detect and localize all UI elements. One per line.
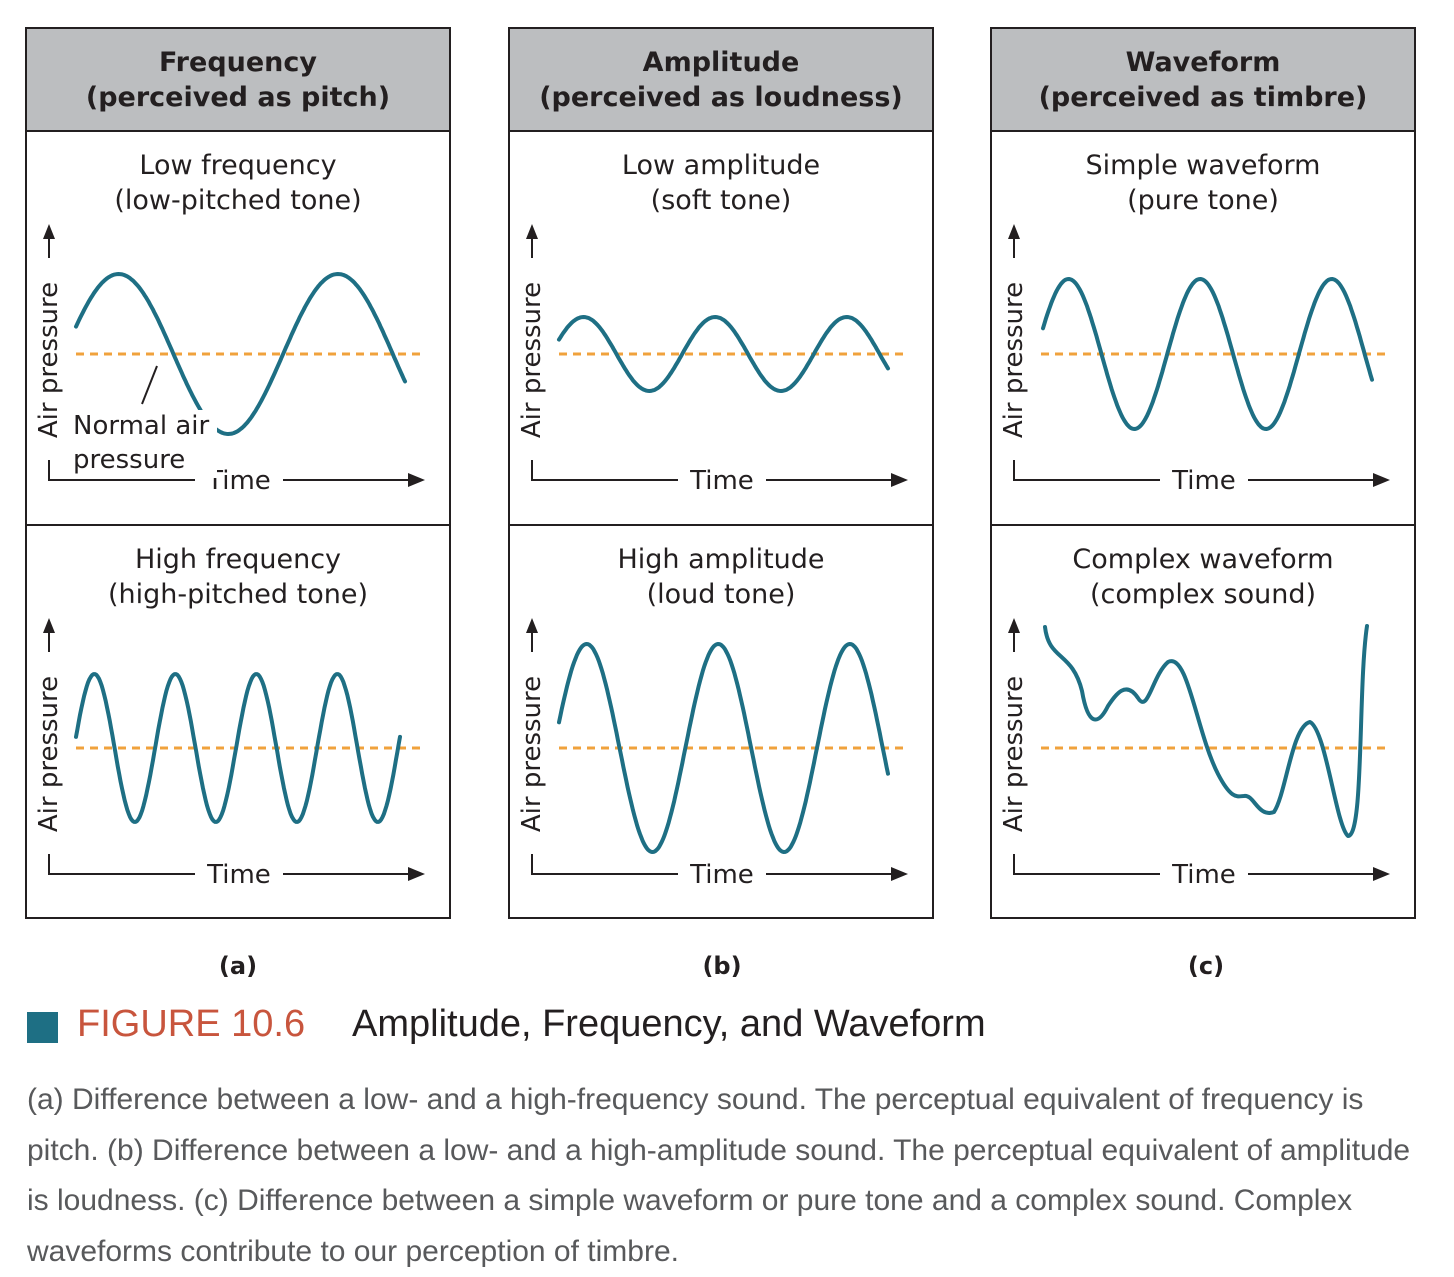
- figure-title: Amplitude, Frequency, and Waveform: [352, 1003, 986, 1045]
- x-axis-arrowhead: [1373, 867, 1390, 881]
- y-axis-arrowhead: [1008, 224, 1020, 239]
- amplitude-panel: Amplitude (perceived as loudness) Low am…: [508, 27, 934, 919]
- header-title: Frequency: [158, 46, 318, 78]
- cell-title-line2: (pure tone): [1127, 185, 1279, 216]
- header-title: Waveform: [1125, 46, 1281, 78]
- cell-title-line1: Complex waveform: [1072, 544, 1334, 575]
- panel-label-a: (a): [218, 952, 258, 980]
- x-axis-line: [531, 854, 678, 875]
- x-axis-label: Time: [1171, 860, 1236, 890]
- frequency-panel: Frequency (perceived as pitch) Low frequ…: [25, 27, 451, 919]
- cell-title-line1: High frequency: [134, 544, 342, 575]
- figure-marker-square: [27, 1012, 58, 1043]
- y-axis-arrowhead: [526, 618, 538, 633]
- x-axis-label: Time: [1171, 466, 1236, 496]
- frequency-header: Frequency (perceived as pitch): [27, 29, 449, 132]
- cell-title-line1: Simple waveform: [1085, 150, 1321, 181]
- high-frequency-cell: High frequency (high-pitched tone) Air p…: [27, 526, 449, 920]
- panel-label-b: (b): [702, 952, 742, 980]
- complex-waveform-plot: Air pressure Time: [999, 618, 1390, 890]
- low-amplitude-wave: [557, 315, 890, 393]
- high-amplitude-wave: [557, 642, 890, 854]
- cell-title-line2: (high-pitched tone): [107, 579, 369, 610]
- high-frequency-wave: [74, 672, 402, 824]
- x-axis-arrowhead: [1373, 473, 1390, 487]
- low-amplitude-plot: Air pressure Time: [517, 224, 908, 496]
- annotation-leader-line: [141, 365, 158, 405]
- cell-title: Complex waveform (complex sound): [992, 542, 1414, 612]
- complex-wave: [1043, 624, 1369, 838]
- x-axis-arrowhead: [891, 473, 908, 487]
- cell-title: Low amplitude (soft tone): [510, 148, 932, 218]
- low-frequency-cell: Low frequency (low-pitched tone) Air pre…: [27, 132, 449, 526]
- y-axis-label: Air pressure: [517, 676, 547, 832]
- y-axis-label: Air pressure: [999, 282, 1029, 438]
- amplitude-header: Amplitude (perceived as loudness): [510, 29, 932, 132]
- annotation-line1: Normal air: [73, 411, 209, 441]
- annotation-backdrop: [67, 410, 217, 478]
- high-frequency-plot: Air pressure Time: [34, 618, 425, 890]
- x-axis-arrowhead: [408, 867, 425, 881]
- x-axis-line: [531, 460, 678, 481]
- y-axis-label: Air pressure: [517, 282, 547, 438]
- cell-title-line2: (soft tone): [650, 185, 792, 216]
- header-title: Amplitude: [642, 46, 800, 78]
- cell-title-line1: Low frequency: [139, 150, 337, 181]
- y-axis-label: Air pressure: [34, 676, 64, 832]
- simple-waveform-plot: Air pressure Time: [999, 224, 1390, 496]
- y-axis-arrowhead: [1008, 618, 1020, 633]
- cell-title-line2: (low-pitched tone): [114, 185, 362, 216]
- x-axis-line: [48, 460, 195, 481]
- x-axis-label: Time: [689, 860, 754, 890]
- high-amplitude-plot: Air pressure Time: [517, 618, 908, 890]
- x-axis-line: [1013, 460, 1160, 481]
- waveform-header: Waveform (perceived as timbre): [992, 29, 1414, 132]
- x-axis-line: [1013, 854, 1160, 875]
- low-amplitude-cell: Low amplitude (soft tone) Air pressure Ti…: [510, 132, 932, 526]
- cell-title-line1: High amplitude: [617, 544, 825, 575]
- cell-title: Simple waveform (pure tone): [992, 148, 1414, 218]
- y-axis-arrowhead: [43, 224, 55, 239]
- cell-title: High frequency (high-pitched tone): [27, 542, 449, 612]
- low-frequency-wave: [74, 272, 407, 436]
- figure-number: FIGURE 10.6: [77, 1003, 306, 1045]
- y-axis-arrowhead: [43, 618, 55, 633]
- complex-waveform-cell: Complex waveform (complex sound) Air pre…: [992, 526, 1414, 920]
- cell-title: High amplitude (loud tone): [510, 542, 932, 612]
- simple-wave: [1041, 277, 1374, 431]
- x-axis-label: Time: [206, 860, 271, 890]
- header-subtitle: (perceived as loudness): [539, 81, 903, 113]
- cell-title-line1: Low amplitude: [621, 150, 821, 181]
- figure-caption: (a) Difference between a low- and a high…: [27, 1083, 1411, 1268]
- high-amplitude-cell: High amplitude (loud tone) Air pressure T…: [510, 526, 932, 920]
- x-axis-line: [48, 854, 195, 875]
- x-axis-arrowhead: [891, 867, 908, 881]
- simple-waveform-cell: Simple waveform (pure tone) Air pressure…: [992, 132, 1414, 526]
- panel-label-c: (c): [1187, 952, 1225, 980]
- y-axis-arrowhead: [526, 224, 538, 239]
- annotation-line2: pressure: [73, 445, 185, 475]
- cell-title-line2: (complex sound): [1089, 579, 1317, 610]
- x-axis-arrowhead: [408, 473, 425, 487]
- cell-title: Low frequency (low-pitched tone): [27, 148, 449, 218]
- waveform-panel: Waveform (perceived as timbre) Simple wa…: [990, 27, 1416, 919]
- y-axis-label: Air pressure: [999, 676, 1029, 832]
- x-axis-label: Time: [689, 466, 754, 496]
- cell-title-line2: (loud tone): [646, 579, 796, 610]
- header-subtitle: (perceived as pitch): [85, 81, 391, 113]
- y-axis-label: Air pressure: [34, 282, 64, 438]
- header-subtitle: (perceived as timbre): [1038, 81, 1368, 113]
